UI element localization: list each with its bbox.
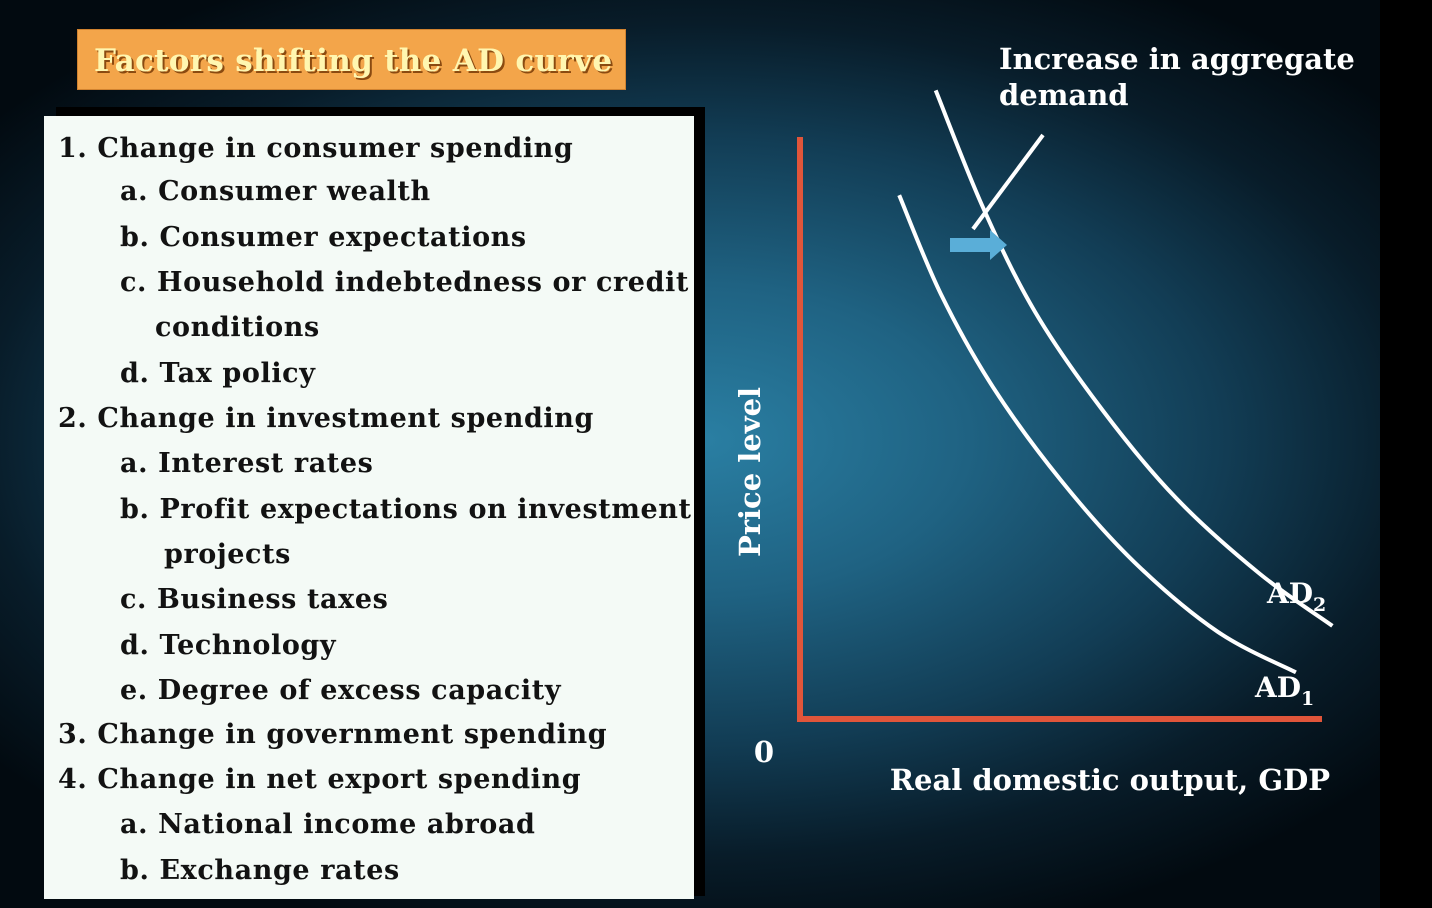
list-item: a. Consumer wealth xyxy=(120,176,431,207)
y-axis-label: Price level xyxy=(733,387,767,557)
annotation-line-2: demand xyxy=(999,78,1129,112)
ad1-label-main: AD xyxy=(1254,671,1301,704)
list-item: d. Tax policy xyxy=(120,358,316,389)
shift-arrow-icon xyxy=(950,230,1007,260)
list-item: d. Technology xyxy=(120,630,337,661)
annotation-line-1: Increase in aggregate xyxy=(999,42,1355,76)
list-item: b. Exchange rates xyxy=(120,855,400,886)
ad2-label-main: AD xyxy=(1266,577,1313,610)
ad2-curve xyxy=(933,89,1334,628)
list-item: b. Consumer expectations xyxy=(120,222,527,253)
list-item: a. Interest rates xyxy=(120,448,374,479)
ad2-label-sub: 2 xyxy=(1313,594,1326,616)
origin-label: 0 xyxy=(754,735,774,769)
list-item: 3. Change in government spending xyxy=(58,719,608,750)
list-item: a. National income abroad xyxy=(120,809,536,840)
list-item: 1. Change in consumer spending xyxy=(58,133,574,164)
list-item: b. Profit expectations on investment xyxy=(120,494,692,525)
ad1-label: AD1 xyxy=(1254,671,1314,710)
annotation-pointer xyxy=(971,133,1045,231)
list-item: projects xyxy=(164,539,291,570)
list-item: c. Household indebtedness or credit xyxy=(120,267,689,298)
list-item: e. Degree of excess capacity xyxy=(120,675,562,706)
list-item: c. Business taxes xyxy=(120,584,389,615)
list-item: 4. Change in net export spending xyxy=(58,764,582,795)
ad1-label-sub: 1 xyxy=(1301,688,1314,710)
x-axis-label: Real domestic output, GDP xyxy=(890,763,1330,797)
slide-title: Factors shifting the AD curve xyxy=(94,43,613,79)
ad1-curve xyxy=(897,194,1297,675)
title-banner: Factors shifting the AD curve xyxy=(78,30,625,89)
list-item: conditions xyxy=(155,312,320,343)
ad2-label: AD2 xyxy=(1266,577,1326,616)
factor-list: 1. Change in consumer spending a. Consum… xyxy=(44,116,694,899)
list-item: 2. Change in investment spending xyxy=(58,403,594,434)
